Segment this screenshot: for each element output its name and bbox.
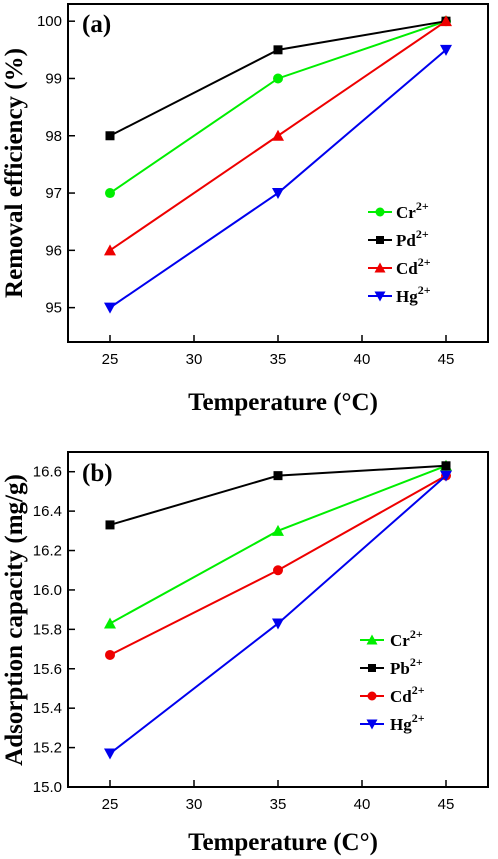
data-point-a-pd	[273, 45, 283, 55]
y-tick-label-a: 95	[45, 300, 62, 317]
legend-label-b-hg: Hg2+	[390, 711, 425, 734]
x-tick-label-b: 45	[438, 796, 455, 813]
legend-marker-a-hg	[374, 291, 386, 302]
panel-b: (b) 25 30 35 40 45 15.0 15.2 15.4 15.6 15.8 16.0 16…	[1, 451, 489, 856]
x-tick-label-b: 35	[270, 796, 287, 813]
data-point-a-cr	[273, 73, 283, 84]
y-tick-label-a: 98	[45, 128, 62, 145]
y-tick-label-b: 15.2	[33, 740, 62, 757]
data-point-a-cd	[440, 15, 452, 27]
y-axis-label-b: Adsorption capacity (mg/g)	[1, 474, 28, 766]
data-point-a-pd	[105, 131, 115, 141]
data-point-b-cr	[104, 617, 116, 629]
x-tick-label-a: 40	[354, 351, 371, 368]
data-point-b-cd	[273, 565, 283, 576]
legend-label-a-cr: Cr2+	[396, 199, 429, 222]
data-point-b-pb	[441, 461, 451, 471]
legend-a: Cr2+ Pd2+ Cd2+ Hg2+	[368, 199, 431, 306]
x-axis-label-a: Temperature (°C)	[188, 389, 378, 416]
legend-label-a-pd: Pd2+	[396, 227, 429, 250]
legend-marker-b-cd	[367, 691, 377, 701]
data-point-a-hg	[272, 188, 284, 200]
data-point-b-pb	[273, 471, 283, 481]
y-tick-label-b: 16.2	[33, 543, 62, 560]
data-point-b-pb	[105, 520, 115, 530]
series-b	[104, 459, 452, 760]
x-tick-label-b: 25	[102, 796, 119, 813]
ticks-b: 25 30 35 40 45 15.0 15.2 15.4 15.6 15.8 16.0 16.2 16…	[33, 464, 455, 813]
data-point-a-hg	[440, 44, 452, 56]
y-tick-label-b: 15.8	[33, 621, 62, 638]
data-point-a-hg	[104, 302, 116, 314]
data-point-b-hg	[104, 748, 116, 760]
legend-label-a-cd: Cd2+	[396, 255, 431, 278]
data-point-b-hg	[440, 470, 452, 482]
legend-label-a-hg: Hg2+	[396, 283, 431, 306]
series-line-b-hg	[109, 474, 447, 755]
y-tick-label-a: 97	[45, 185, 62, 202]
legend-marker-b-hg	[366, 719, 378, 730]
data-point-a-cr	[105, 188, 115, 199]
data-point-b-cd	[105, 649, 115, 660]
x-tick-label-a: 30	[186, 351, 203, 368]
y-tick-label-a: 99	[45, 70, 62, 87]
data-point-b-hg	[272, 618, 284, 630]
y-tick-label-a: 100	[37, 13, 62, 30]
x-tick-label-a: 35	[270, 351, 287, 368]
legend-marker-a-cd	[374, 262, 386, 273]
legend-marker-b-cr	[366, 634, 378, 645]
data-point-a-cd	[272, 129, 284, 141]
panel-a: (a) 25 30 35 40 45 95 96 97 98 99 100 Cr2+ Pd2+ Cd2+…	[1, 3, 489, 416]
y-tick-label-a: 96	[45, 242, 62, 259]
legend-marker-a-cr	[375, 207, 385, 217]
data-point-b-cr	[272, 524, 284, 536]
y-tick-label-b: 15.0	[33, 779, 62, 796]
x-tick-label-b: 30	[186, 796, 203, 813]
legend-label-b-pb: Pb2+	[390, 655, 423, 678]
series-line-b-cr	[109, 464, 447, 625]
panel-label-a: (a)	[82, 11, 111, 38]
y-tick-label-b: 16.0	[33, 582, 62, 599]
panel-label-b: (b)	[82, 460, 113, 487]
y-axis-label-a: Removal efficiency (%)	[1, 48, 28, 298]
x-tick-label-a: 45	[438, 351, 455, 368]
x-axis-label-b: Temperature (C°)	[188, 829, 378, 856]
legend-b: Cr2+ Pb2+ Cd2+ Hg2+	[360, 627, 425, 734]
y-tick-label-b: 16.4	[33, 503, 62, 520]
y-tick-label-b: 15.6	[33, 661, 62, 678]
legend-label-b-cr: Cr2+	[390, 627, 423, 650]
ticks-a: 25 30 35 40 45 95 96 97 98 99 100	[37, 13, 454, 368]
x-tick-label-a: 25	[102, 351, 119, 368]
legend-label-b-cd: Cd2+	[390, 683, 425, 706]
y-tick-label-b: 16.6	[33, 464, 62, 481]
legend-marker-a-pd	[376, 236, 384, 244]
legend-marker-b-pb	[368, 664, 376, 672]
series-a	[104, 15, 452, 314]
x-tick-label-b: 40	[354, 796, 371, 813]
y-tick-label-b: 15.4	[33, 700, 62, 717]
data-point-a-cd	[104, 244, 116, 256]
